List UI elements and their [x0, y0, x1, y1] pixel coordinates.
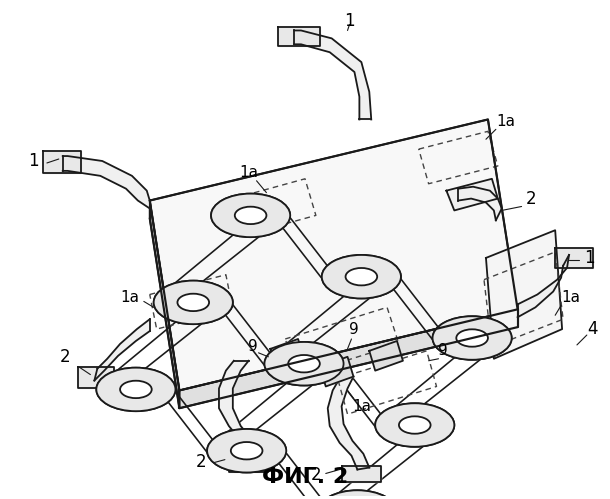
Ellipse shape: [456, 329, 488, 347]
Ellipse shape: [120, 381, 152, 398]
Polygon shape: [486, 230, 562, 359]
Ellipse shape: [432, 316, 512, 360]
Ellipse shape: [154, 280, 233, 324]
Ellipse shape: [207, 429, 286, 473]
Text: 9: 9: [348, 321, 358, 337]
Polygon shape: [369, 341, 403, 371]
Text: 4: 4: [587, 320, 598, 338]
Polygon shape: [149, 119, 518, 390]
Text: 2: 2: [310, 467, 321, 485]
Ellipse shape: [265, 342, 343, 385]
Polygon shape: [149, 201, 179, 408]
Polygon shape: [179, 309, 518, 408]
Ellipse shape: [178, 294, 209, 311]
Polygon shape: [63, 156, 149, 209]
Ellipse shape: [375, 403, 454, 447]
Text: ФИГ. 2: ФИГ. 2: [262, 468, 348, 488]
Ellipse shape: [345, 268, 377, 285]
Polygon shape: [342, 466, 381, 483]
Polygon shape: [43, 151, 81, 173]
Ellipse shape: [235, 207, 267, 224]
Text: 1: 1: [27, 152, 38, 170]
Ellipse shape: [207, 429, 286, 473]
Ellipse shape: [288, 355, 320, 372]
Polygon shape: [518, 255, 569, 317]
Text: 1: 1: [344, 11, 355, 29]
Ellipse shape: [345, 268, 377, 285]
Ellipse shape: [96, 368, 176, 411]
Polygon shape: [328, 377, 369, 470]
Ellipse shape: [375, 403, 454, 447]
Text: 1a: 1a: [352, 399, 371, 414]
Ellipse shape: [456, 329, 488, 347]
Polygon shape: [229, 456, 268, 473]
Polygon shape: [77, 367, 114, 388]
Text: 1: 1: [584, 249, 595, 267]
Polygon shape: [447, 179, 498, 211]
Polygon shape: [294, 30, 371, 119]
Polygon shape: [555, 248, 593, 268]
Ellipse shape: [120, 381, 152, 398]
Ellipse shape: [399, 416, 431, 434]
Ellipse shape: [288, 355, 320, 372]
Ellipse shape: [96, 368, 176, 411]
Ellipse shape: [318, 491, 397, 499]
Text: 1a: 1a: [562, 290, 581, 305]
Ellipse shape: [399, 416, 431, 434]
Ellipse shape: [322, 255, 401, 298]
Ellipse shape: [265, 342, 343, 385]
Ellipse shape: [231, 442, 262, 460]
Text: 1a: 1a: [497, 114, 515, 129]
Text: 2: 2: [526, 190, 537, 208]
Ellipse shape: [211, 194, 290, 237]
Text: 2: 2: [196, 453, 206, 471]
Polygon shape: [278, 26, 320, 46]
Polygon shape: [219, 361, 257, 458]
Polygon shape: [95, 319, 149, 381]
Ellipse shape: [211, 194, 290, 237]
Polygon shape: [458, 187, 502, 221]
Text: 9: 9: [437, 343, 447, 358]
Polygon shape: [320, 357, 353, 386]
Ellipse shape: [178, 294, 209, 311]
Text: 9: 9: [248, 339, 257, 354]
Polygon shape: [270, 339, 304, 369]
Ellipse shape: [231, 442, 262, 460]
Ellipse shape: [154, 280, 233, 324]
Text: 1a: 1a: [120, 290, 140, 305]
Ellipse shape: [322, 255, 401, 298]
Ellipse shape: [432, 316, 512, 360]
Ellipse shape: [235, 207, 267, 224]
Text: 1a: 1a: [239, 165, 258, 180]
Ellipse shape: [318, 491, 397, 499]
Text: 2: 2: [59, 348, 70, 366]
